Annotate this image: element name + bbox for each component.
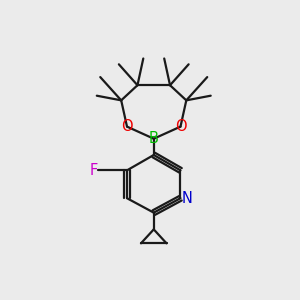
Text: B: B bbox=[149, 131, 159, 146]
Text: O: O bbox=[175, 119, 186, 134]
Text: O: O bbox=[121, 119, 133, 134]
Text: F: F bbox=[90, 163, 98, 178]
Text: N: N bbox=[182, 191, 192, 206]
